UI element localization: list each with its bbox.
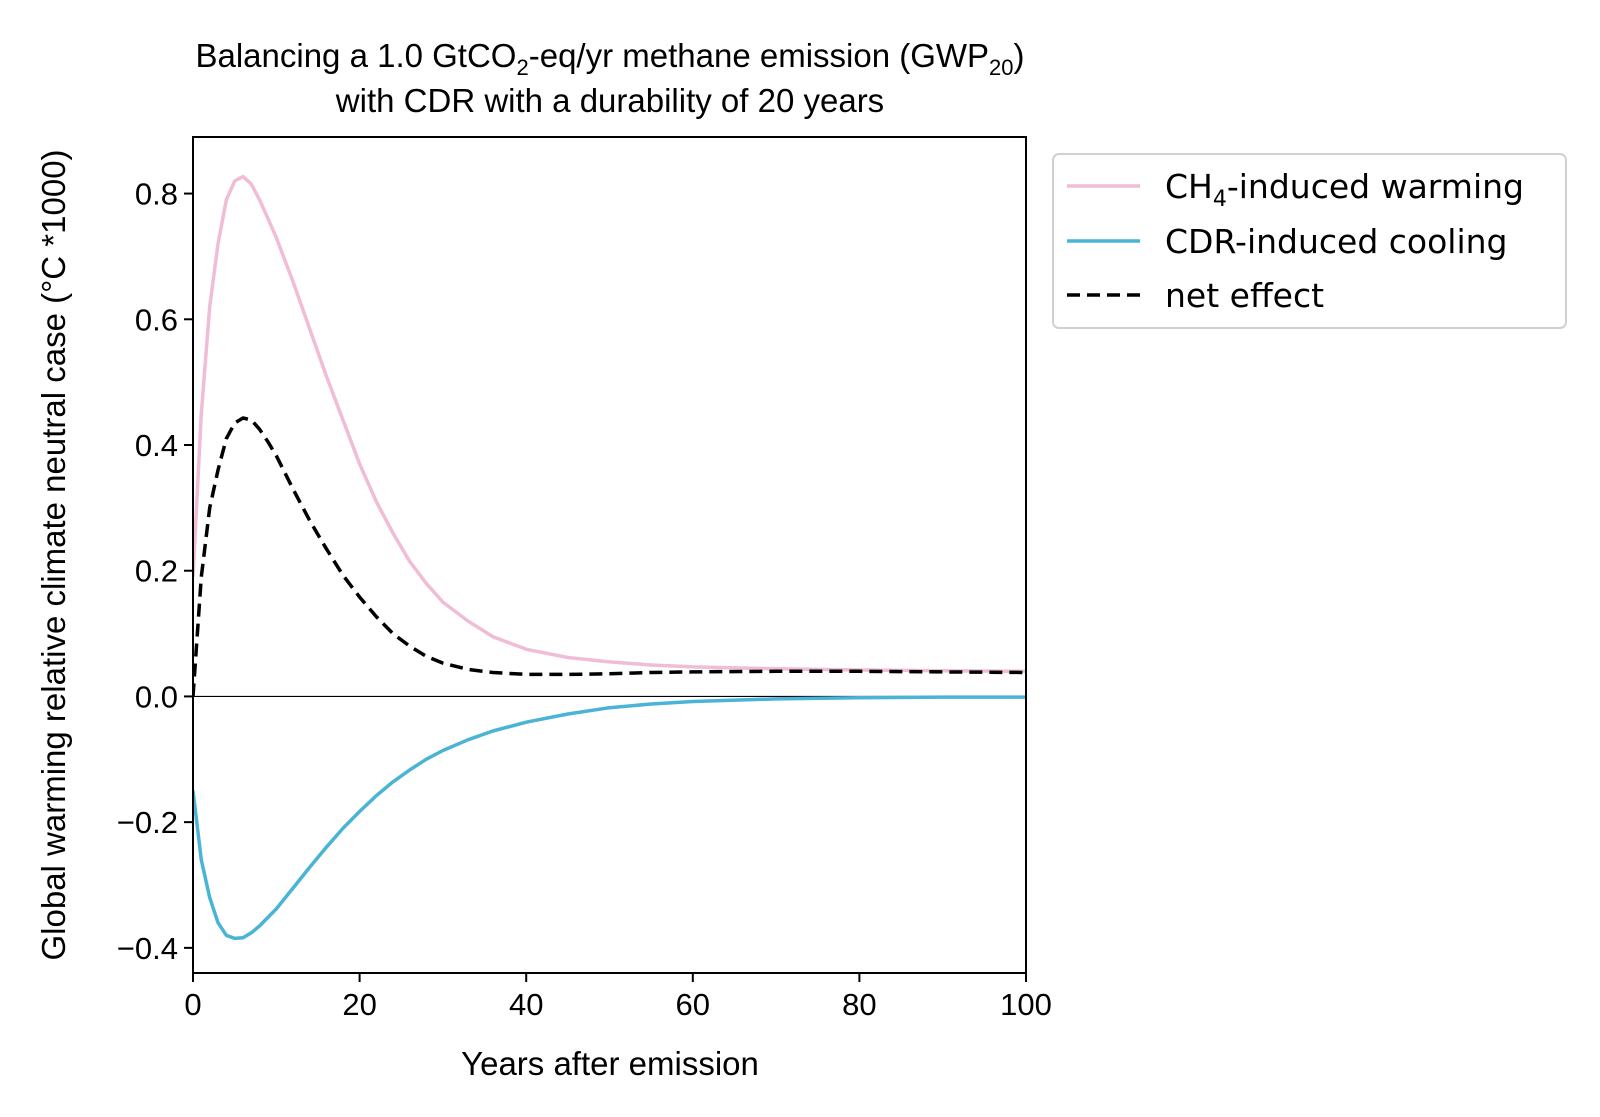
y-tick-label: −0.2 bbox=[117, 805, 178, 840]
y-tick-label: 0.0 bbox=[135, 679, 178, 714]
x-tick-label: 100 bbox=[1000, 987, 1052, 1022]
series-line-cdr bbox=[193, 695, 1026, 941]
y-axis-label: Global warming relative climate neutral … bbox=[35, 149, 72, 960]
series-line-net bbox=[193, 416, 1026, 697]
y-tick-label: −0.4 bbox=[117, 931, 178, 966]
chart-title-line1: Balancing a 1.0 GtCO2-eq/yr methane emis… bbox=[195, 37, 1024, 80]
y-tick-label: 0.4 bbox=[135, 428, 178, 463]
x-axis-label: Years after emission bbox=[461, 1045, 759, 1082]
series-line-ch4 bbox=[193, 174, 1026, 674]
y-tick-label: 0.2 bbox=[135, 554, 178, 589]
legend-frame bbox=[1052, 153, 1567, 329]
x-tick-label: 20 bbox=[342, 987, 376, 1022]
legend-label-cdr: CDR-induced cooling bbox=[1165, 222, 1508, 261]
legend-label-net: net effect bbox=[1165, 276, 1324, 315]
legend-label-ch4: CH4-induced warming bbox=[1165, 167, 1524, 212]
x-tick-label: 40 bbox=[509, 987, 543, 1022]
chart-title-line2: with CDR with a durability of 20 years bbox=[335, 82, 884, 119]
x-tick-label: 60 bbox=[676, 987, 710, 1022]
plot-frame bbox=[192, 136, 1027, 974]
legend: CH4-induced warming CDR-induced cooling … bbox=[1052, 153, 1567, 329]
x-tick-label: 0 bbox=[184, 987, 201, 1022]
y-tick-label: 0.8 bbox=[135, 177, 178, 212]
x-tick-label: 80 bbox=[842, 987, 876, 1022]
y-tick-label: 0.6 bbox=[135, 302, 178, 337]
